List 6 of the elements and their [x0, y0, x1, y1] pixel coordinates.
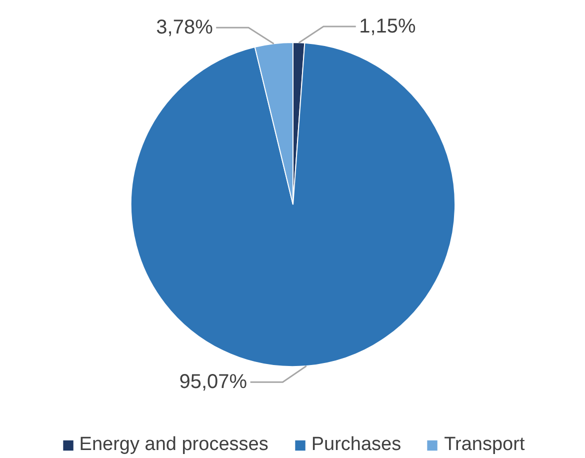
legend-label: Purchases: [311, 434, 402, 456]
legend-label: Energy and processes: [79, 434, 268, 456]
data-label: 95,07%: [179, 371, 248, 394]
data-label: 1,15%: [359, 16, 416, 38]
legend-label: Transport: [444, 434, 525, 456]
data-label: 3,78%: [156, 16, 214, 39]
